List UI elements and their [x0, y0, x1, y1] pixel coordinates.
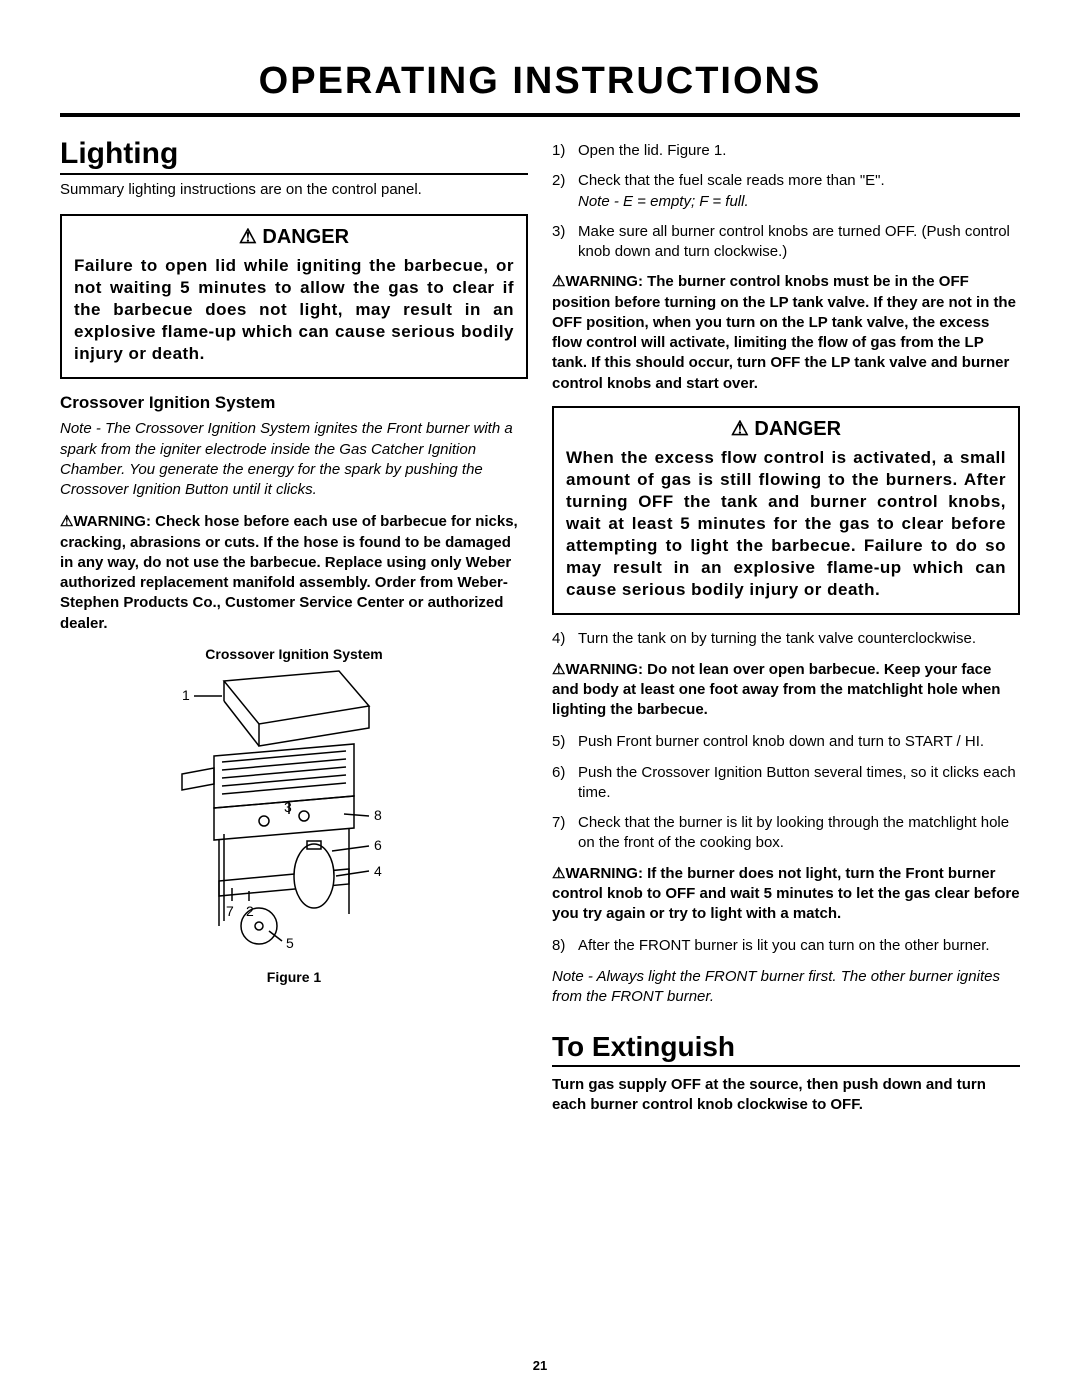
fig-label-8: 8	[374, 807, 382, 823]
warning-knobs: ⚠WARNING: The burner control knobs must …	[552, 272, 1020, 394]
fig-label-3: 3	[284, 799, 292, 815]
figure-caption: Figure 1	[60, 969, 528, 985]
steps-mid: 5) Push Front burner control knob down a…	[552, 732, 1020, 853]
step-2: 2) Check that the fuel scale reads more …	[552, 171, 1020, 212]
extinguish-heading: To Extinguish	[552, 1031, 1020, 1067]
step-7: 7) Check that the burner is lit by looki…	[552, 813, 1020, 854]
step-4-list: 4) Turn the tank on by turning the tank …	[552, 629, 1020, 649]
right-column: 1) Open the lid. Figure 1. 2) Check that…	[552, 137, 1020, 1128]
danger-title-right: ⚠ DANGER	[566, 416, 1006, 441]
figure-1: 1 3 8 6 4 7 2 5 Figure 1	[60, 666, 528, 985]
lighting-heading: Lighting	[60, 137, 528, 175]
warning-hose: ⚠WARNING: Check hose before each use of …	[60, 512, 528, 634]
main-title: OPERATING INSTRUCTIONS	[60, 60, 1020, 103]
danger-title-left: ⚠ DANGER	[74, 224, 514, 249]
crossover-note: Note - The Crossover Ignition System ign…	[60, 419, 528, 500]
step-8-list: 8) After the FRONT burner is lit you can…	[552, 936, 1020, 956]
extinguish-body: Turn gas supply OFF at the source, then …	[552, 1075, 1020, 1116]
step-8: 8) After the FRONT burner is lit you can…	[552, 936, 1020, 956]
danger-body-right: When the excess flow control is activate…	[566, 447, 1006, 602]
step-5: 5) Push Front burner control knob down a…	[552, 732, 1020, 752]
step-1: 1) Open the lid. Figure 1.	[552, 141, 1020, 161]
danger-box-left: ⚠ DANGER Failure to open lid while ignit…	[60, 214, 528, 379]
lighting-summary: Summary lighting instructions are on the…	[60, 181, 528, 198]
steps-top: 1) Open the lid. Figure 1. 2) Check that…	[552, 141, 1020, 262]
fig-label-5: 5	[286, 935, 294, 951]
fig-label-2: 2	[246, 903, 254, 919]
note-front-burner: Note - Always light the FRONT burner fir…	[552, 967, 1020, 1008]
left-column: Lighting Summary lighting instructions a…	[60, 137, 528, 1128]
page: OPERATING INSTRUCTIONS Lighting Summary …	[0, 0, 1080, 1397]
columns: Lighting Summary lighting instructions a…	[60, 137, 1020, 1128]
grill-diagram-svg: 1 3 8 6 4 7 2 5	[164, 666, 424, 956]
fig-label-6: 6	[374, 837, 382, 853]
warning-lean: ⚠WARNING: Do not lean over open barbecue…	[552, 660, 1020, 721]
fig-label-7: 7	[226, 903, 234, 919]
title-rule	[60, 113, 1020, 117]
figure-title: Crossover Ignition System	[60, 646, 528, 662]
step-4: 4) Turn the tank on by turning the tank …	[552, 629, 1020, 649]
page-number: 21	[0, 1358, 1080, 1373]
fig-label-4: 4	[374, 863, 382, 879]
danger-box-right: ⚠ DANGER When the excess flow control is…	[552, 406, 1020, 616]
step-3: 3) Make sure all burner control knobs ar…	[552, 222, 1020, 263]
warning-nolight: ⚠WARNING: If the burner does not light, …	[552, 864, 1020, 925]
step-6: 6) Push the Crossover Ignition Button se…	[552, 763, 1020, 804]
fig-label-1: 1	[182, 687, 190, 703]
crossover-subsection: Crossover Ignition System	[60, 393, 528, 413]
danger-body-left: Failure to open lid while igniting the b…	[74, 255, 514, 365]
